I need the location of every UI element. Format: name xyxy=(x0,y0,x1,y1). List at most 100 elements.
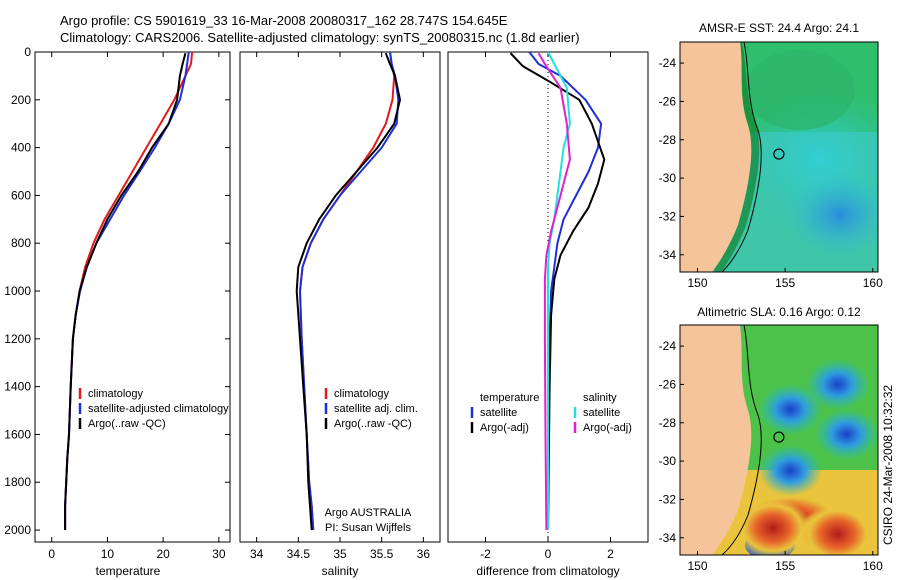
map-x-tick-label: 155 xyxy=(775,559,795,573)
sst-profile-location-marker xyxy=(773,148,785,160)
sst-depth-contour xyxy=(721,42,762,272)
x-tick-label: -2 xyxy=(480,547,491,561)
legend-label: Argo(-adj) xyxy=(480,422,529,434)
legend-group-title: salinity xyxy=(583,392,617,404)
temperature-axes: 0 10 20 30 0 200 400 600 800 1000 1200 1400 1600 1800… xyxy=(4,45,230,561)
temperature-xlabel: temperature xyxy=(96,564,161,578)
map-y-tick-label: -26 xyxy=(659,94,677,108)
sst-map-field xyxy=(680,42,878,272)
temperature-plot-frame xyxy=(34,51,231,543)
y-tick-label: 400 xyxy=(11,141,31,155)
salinity-plot-frame xyxy=(239,51,441,543)
map-y-tick-label: -28 xyxy=(659,133,677,147)
legend-label: climatology xyxy=(88,388,144,400)
difference-xlabel: difference from climatology xyxy=(476,564,619,578)
sla-eddy-low xyxy=(758,383,823,435)
series-line-2 xyxy=(547,52,571,530)
sst-land-mask xyxy=(680,42,752,272)
series-line-2 xyxy=(295,52,401,531)
y-tick-label: 1000 xyxy=(4,284,31,298)
y-tick-label: 1600 xyxy=(4,427,31,441)
side-label: CSIRO 24-Mar-2008 10:32:32 xyxy=(881,385,895,545)
series-line-3 xyxy=(537,52,571,531)
x-tick-label: 20 xyxy=(156,547,170,561)
y-tick-label: 600 xyxy=(11,188,31,202)
sla-eddy-low xyxy=(758,445,823,497)
y-tick-label: 200 xyxy=(11,93,31,107)
sla-map-field xyxy=(680,325,878,555)
y-tick-label: 0 xyxy=(24,45,31,59)
sla-eddy-high xyxy=(734,497,811,555)
x-tick-label: 35 xyxy=(333,547,347,561)
map-y-tick-label: -32 xyxy=(659,209,677,223)
x-tick-label: 10 xyxy=(101,547,115,561)
difference-legend: temperature satellite Argo(-adj) salinity sa… xyxy=(470,392,632,434)
x-tick-label: 0 xyxy=(545,547,552,561)
legend-label: satellite xyxy=(583,407,620,419)
sla-map-frame xyxy=(679,324,879,556)
map-y-tick-label: -30 xyxy=(659,171,677,185)
temperature-series xyxy=(64,52,194,530)
sla-map-axes: 150 155 160 -24 -26 -28 -30 -32 -34 xyxy=(659,339,883,573)
map-x-tick-label: 150 xyxy=(688,276,708,290)
map-x-tick-label: 160 xyxy=(863,559,883,573)
figure-title-line-1: Argo profile: CS 5901619_33 16-Mar-2008 … xyxy=(60,13,508,28)
sst-map-panel: AMSR-E SST: 24.4 Argo: 24.1 150 155 160 -24… xyxy=(659,21,883,290)
sst-map-axes: 150 155 160 -24 -26 -28 -30 -32 -34 xyxy=(659,56,883,290)
map-x-tick-label: 160 xyxy=(863,276,883,290)
series-line-2 xyxy=(64,52,187,530)
sla-eddy-low xyxy=(814,408,878,460)
legend-label: Argo(-adj) xyxy=(583,422,632,434)
salinity-series xyxy=(295,52,401,531)
x-tick-label: 36 xyxy=(417,547,431,561)
map-y-tick-label: -28 xyxy=(659,416,677,430)
x-tick-label: 34.5 xyxy=(287,547,311,561)
salinity-xlabel: salinity xyxy=(322,564,359,578)
sla-land-mask xyxy=(680,325,752,555)
sla-map-panel: Altimetric SLA: 0.16 Argo: 0.12 150 155 16… xyxy=(659,305,883,573)
legend-label: climatology xyxy=(334,388,390,400)
legend-label: satellite adj. clim. xyxy=(334,403,418,415)
figure-title-line-2: Climatology: CARS2006. Satellite-adjuste… xyxy=(60,30,580,45)
sla-profile-location-marker xyxy=(773,431,785,443)
legend-label: satellite xyxy=(480,407,517,419)
legend-label: satellite-adjusted climatology xyxy=(88,403,229,415)
y-tick-label: 800 xyxy=(11,236,31,250)
salinity-legend: climatology satellite adj. clim. Argo(..ra… xyxy=(324,388,418,430)
sla-depth-contour xyxy=(721,325,762,555)
map-x-tick-label: 155 xyxy=(775,276,795,290)
x-tick-label: 34 xyxy=(250,547,264,561)
legend-label: Argo(..raw -QC) xyxy=(334,418,412,430)
x-tick-label: 35.5 xyxy=(370,547,394,561)
map-y-tick-label: -26 xyxy=(659,377,677,391)
difference-series xyxy=(509,52,606,531)
y-tick-label: 1400 xyxy=(4,380,31,394)
map-y-tick-label: -34 xyxy=(659,248,677,262)
temperature-legend: climatology satellite-adjusted climatolog… xyxy=(78,388,229,430)
y-tick-label: 1200 xyxy=(4,332,31,346)
x-tick-label: 30 xyxy=(212,547,226,561)
y-tick-label: 1800 xyxy=(4,475,31,489)
legend-label: Argo(..raw -QC) xyxy=(88,418,166,430)
map-y-tick-label: -30 xyxy=(659,454,677,468)
map-y-tick-label: -24 xyxy=(659,339,677,353)
x-tick-label: 0 xyxy=(48,547,55,561)
salinity-annotation-2: PI: Susan Wijffels xyxy=(325,522,411,534)
salinity-annotation-1: Argo AUSTRALIA xyxy=(325,507,412,519)
map-y-tick-label: -34 xyxy=(659,531,677,545)
series-line-1 xyxy=(509,52,606,531)
sst-map-title: AMSR-E SST: 24.4 Argo: 24.1 xyxy=(699,21,859,35)
sla-map-title: Altimetric SLA: 0.16 Argo: 0.12 xyxy=(697,305,861,319)
temperature-panel: 0 10 20 30 0 200 400 600 800 1000 1200 1400 1600 1800… xyxy=(4,45,231,578)
legend-group-title: temperature xyxy=(480,392,539,404)
salinity-panel: 34 34.5 35 35.5 36 climatology satellite adj.… xyxy=(239,51,441,578)
map-y-tick-label: -32 xyxy=(659,492,677,506)
y-tick-label: 2000 xyxy=(4,523,31,537)
difference-panel: -2 0 2 temperature satellite Argo(-adj) salin… xyxy=(447,51,649,578)
map-y-tick-label: -24 xyxy=(659,56,677,70)
sst-map-frame xyxy=(679,41,879,273)
x-tick-label: 2 xyxy=(607,547,614,561)
sla-eddy-low xyxy=(805,358,870,411)
sla-eddy-high xyxy=(799,503,876,555)
